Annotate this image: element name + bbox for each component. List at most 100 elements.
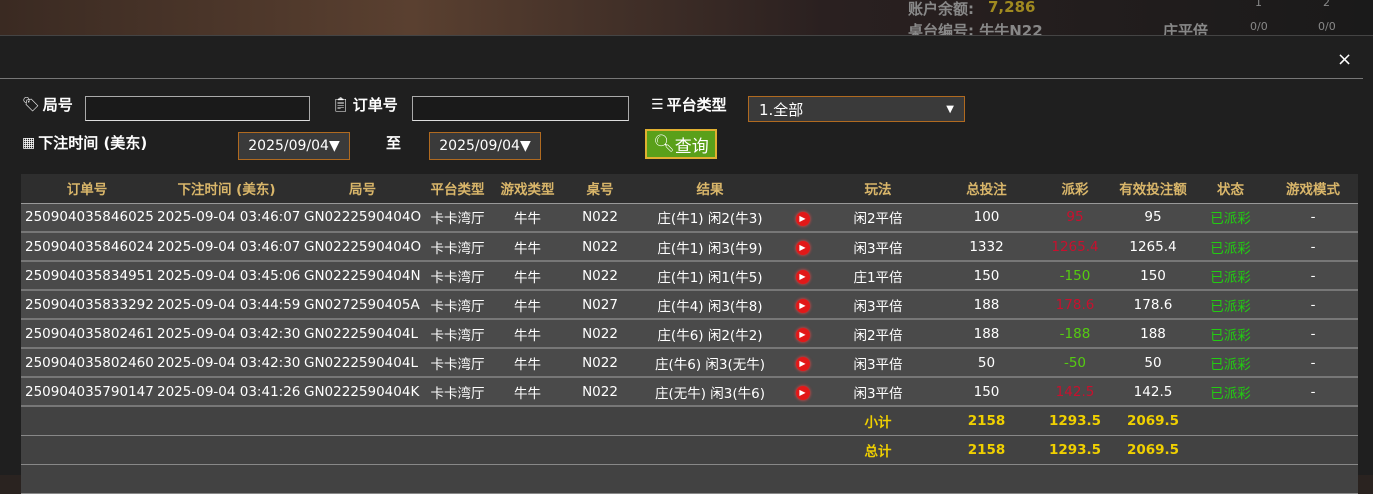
- replay-cell: ▶: [785, 261, 820, 291]
- empty-row: [21, 464, 1358, 494]
- query-button[interactable]: 🔍︎ 查询: [645, 129, 717, 159]
- cell-game: 牛牛: [490, 261, 565, 291]
- cell-order: 250904035802460: [21, 348, 153, 378]
- play-video-icon[interactable]: ▶: [795, 211, 810, 226]
- col-num: 2: [1323, 0, 1330, 9]
- cell-result: 庄(牛6) 闲3(无牛): [635, 348, 785, 378]
- cell-time: 2025-09-04 03:44:59: [153, 290, 300, 320]
- spacer: [21, 464, 1358, 494]
- subtotal-row: 小计 2158 1293.5 2069.5: [21, 406, 1358, 436]
- cell-status: 已派彩: [1193, 232, 1268, 262]
- cell-round: GN0222590404O: [300, 203, 425, 233]
- cell-bet: 188: [936, 319, 1037, 349]
- cell-order: 250904035802461: [21, 319, 153, 349]
- cell-valid: 95: [1113, 203, 1193, 233]
- cell-round: GN0222590404L: [300, 348, 425, 378]
- replay-cell: ▶: [785, 203, 820, 233]
- cell-status: 已派彩: [1193, 290, 1268, 320]
- bet-history-table: 订单号 下注时间 (美东) 局号 平台类型 游戏类型 桌号 结果 玩法 总投注 派彩 有效投注额 状态…: [21, 174, 1358, 494]
- cell-play: 闲2平倍: [820, 319, 936, 349]
- cell-table: N022: [565, 319, 635, 349]
- cell-bet: 188: [936, 290, 1037, 320]
- order-filter-label: 📋︎ 订单号: [332, 94, 398, 115]
- cell-result: 庄(牛1) 闲3(牛9): [635, 232, 785, 262]
- cell-table: N027: [565, 290, 635, 320]
- to-label: 至: [386, 134, 402, 152]
- replay-cell: ▶: [785, 348, 820, 378]
- platform-select[interactable]: 1.全部 ▼: [748, 96, 965, 122]
- close-button[interactable]: ×: [1337, 49, 1353, 70]
- table-row[interactable]: 250904035846025 2025-09-04 03:46:07 GN0222…: [21, 203, 1358, 233]
- column-header: 游戏类型: [490, 174, 565, 204]
- cell-mode: -: [1268, 232, 1358, 262]
- round-input[interactable]: [85, 96, 310, 121]
- cell-payout: 1265.4: [1037, 232, 1113, 262]
- cell-round: GN0222590404L: [300, 319, 425, 349]
- total-valid: 2069.5: [1113, 435, 1193, 465]
- column-header: 有效投注额: [1113, 174, 1193, 204]
- table-row[interactable]: 250904035802461 2025-09-04 03:42:30 GN0222…: [21, 319, 1358, 349]
- table-row[interactable]: 250904035802460 2025-09-04 03:42:30 GN0222…: [21, 348, 1358, 378]
- cell-payout: 95: [1037, 203, 1113, 233]
- cell-valid: 142.5: [1113, 377, 1193, 407]
- cell-bet: 100: [936, 203, 1037, 233]
- subtotal-label: 小计: [820, 406, 936, 436]
- cell-valid: 1265.4: [1113, 232, 1193, 262]
- replay-cell: ▶: [785, 319, 820, 349]
- cell-table: N022: [565, 203, 635, 233]
- cell-bet: 1332: [936, 232, 1037, 262]
- column-header: 桌号: [565, 174, 635, 204]
- table-row[interactable]: 250904035846024 2025-09-04 03:46:07 GN0222…: [21, 232, 1358, 262]
- date-to-picker[interactable]: 2025/09/04▼: [429, 132, 541, 160]
- total-label: 总计: [820, 435, 936, 465]
- cell-table: N022: [565, 377, 635, 407]
- cell-platform: 卡卡湾厅: [425, 377, 490, 407]
- cell-time: 2025-09-04 03:45:06: [153, 261, 300, 291]
- side-val: 0/0: [1318, 20, 1336, 33]
- spacer: [1193, 435, 1358, 465]
- cell-game: 牛牛: [490, 377, 565, 407]
- cell-order: 250904035833292: [21, 290, 153, 320]
- date-from-picker[interactable]: 2025/09/04▼: [238, 132, 350, 160]
- play-video-icon[interactable]: ▶: [795, 299, 810, 313]
- table-row[interactable]: 250904035833292 2025-09-04 03:44:59 GN0272…: [21, 290, 1358, 320]
- cell-play: 闲3平倍: [820, 348, 936, 378]
- table-row[interactable]: 250904035790147 2025-09-04 03:41:26 GN0222…: [21, 377, 1358, 407]
- balance-value: 7,286: [988, 0, 1036, 16]
- cell-bet: 150: [936, 377, 1037, 407]
- play-video-icon[interactable]: ▶: [795, 270, 810, 284]
- list-icon: ☰: [651, 96, 664, 113]
- cell-status: 已派彩: [1193, 203, 1268, 233]
- cell-mode: -: [1268, 203, 1358, 233]
- replay-cell: ▶: [785, 232, 820, 262]
- column-header: 下注时间 (美东): [153, 174, 300, 204]
- spacer: [1193, 406, 1358, 436]
- clipboard-icon: 📋︎: [332, 96, 350, 113]
- balance-label: 账户余额:: [908, 0, 974, 18]
- cell-time: 2025-09-04 03:46:07: [153, 203, 300, 233]
- play-video-icon[interactable]: ▶: [795, 241, 810, 255]
- order-label: 订单号: [352, 96, 398, 114]
- time-label: 下注时间 (美东): [38, 134, 148, 152]
- cell-table: N022: [565, 232, 635, 262]
- play-video-icon[interactable]: ▶: [795, 328, 810, 342]
- cell-order: 250904035834951: [21, 261, 153, 291]
- cell-game: 牛牛: [490, 232, 565, 262]
- order-input[interactable]: [412, 96, 629, 121]
- table-row[interactable]: 250904035834951 2025-09-04 03:45:06 GN0222…: [21, 261, 1358, 291]
- cell-play: 闲3平倍: [820, 232, 936, 262]
- cell-mode: -: [1268, 319, 1358, 349]
- cell-status: 已派彩: [1193, 348, 1268, 378]
- cell-round: GN0272590405A: [300, 290, 425, 320]
- cell-valid: 50: [1113, 348, 1193, 378]
- play-video-icon[interactable]: ▶: [795, 357, 810, 371]
- column-header: 玩法: [820, 174, 936, 204]
- play-video-icon[interactable]: ▶: [795, 386, 810, 400]
- cell-platform: 卡卡湾厅: [425, 348, 490, 378]
- cell-status: 已派彩: [1193, 261, 1268, 291]
- game-background: 账户余额: 7,286 桌台编号: 牛牛N22 庄平倍 0/0 0/0 1 2: [0, 0, 1373, 40]
- cell-result: 庄(牛1) 闲1(牛5): [635, 261, 785, 291]
- cell-payout: 178.6: [1037, 290, 1113, 320]
- cell-payout: -150: [1037, 261, 1113, 291]
- column-header: 局号: [300, 174, 425, 204]
